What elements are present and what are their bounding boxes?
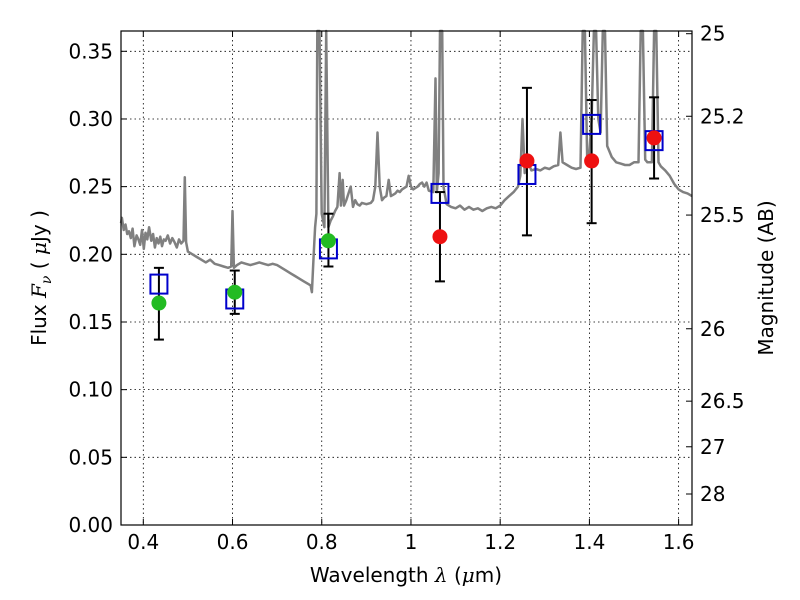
y2-tick-label: 28 <box>700 482 725 506</box>
x-tick-label: 0.6 <box>217 530 249 554</box>
x-tick-label: 0.4 <box>127 530 159 554</box>
model-photometry-point <box>582 113 602 135</box>
model-photometry-point <box>149 273 169 295</box>
observed-photometry-point <box>432 229 448 245</box>
y2-tick-label: 25.2 <box>700 104 745 128</box>
observed-photometry-point <box>320 233 336 249</box>
plot-area <box>119 29 693 341</box>
x-axis-label: Wavelength λ (μm) <box>310 563 502 587</box>
observed-photometry-point <box>151 295 167 311</box>
y2-tick-label: 25 <box>700 22 725 46</box>
y2-axis-ticks: 25 25.2 25.5 26 26.5 27 28 <box>686 22 745 506</box>
y2-tick-label: 25.5 <box>700 203 745 227</box>
x-tick-label: 1.2 <box>484 530 516 554</box>
plot-frame <box>120 30 693 526</box>
y-tick-label: 0.05 <box>68 445 113 469</box>
y2-tick-label: 26.5 <box>700 389 745 413</box>
y2-tick-label: 27 <box>700 435 725 459</box>
y-tick-label: 0.25 <box>68 175 113 199</box>
x-tick-label: 1.4 <box>573 530 605 554</box>
y-tick-label: 0.00 <box>68 513 113 537</box>
y2-axis-label: Magnitude (AB) <box>754 200 778 355</box>
x-tick-label: 1.6 <box>663 530 695 554</box>
y-tick-label: 0.35 <box>68 39 113 63</box>
observed-photometry-points <box>151 130 662 311</box>
observed-photometry-point <box>519 153 535 169</box>
y-axis-ticks: 0.00 0.05 0.10 0.15 0.20 0.25 0.30 0.35 <box>68 39 127 537</box>
y-tick-label: 0.20 <box>68 242 113 266</box>
y-tick-label: 0.30 <box>68 107 113 131</box>
x-axis-ticks: 0.4 0.6 0.8 1 1.2 1.4 1.6 <box>127 31 695 554</box>
y-tick-label: 0.15 <box>68 310 113 334</box>
x-tick-label: 0.8 <box>306 530 338 554</box>
observed-photometry-point <box>646 130 662 146</box>
y2-tick-label: 26 <box>700 317 725 341</box>
observed-photometry-point <box>584 153 600 169</box>
y-tick-label: 0.10 <box>68 378 113 402</box>
x-tick-label: 1 <box>405 530 418 554</box>
sed-model-line <box>119 29 693 294</box>
y-axis-label: Flux Fν ( μJy ) <box>27 210 55 346</box>
observed-photometry-point <box>227 284 243 300</box>
model-photometry-point <box>430 182 450 204</box>
